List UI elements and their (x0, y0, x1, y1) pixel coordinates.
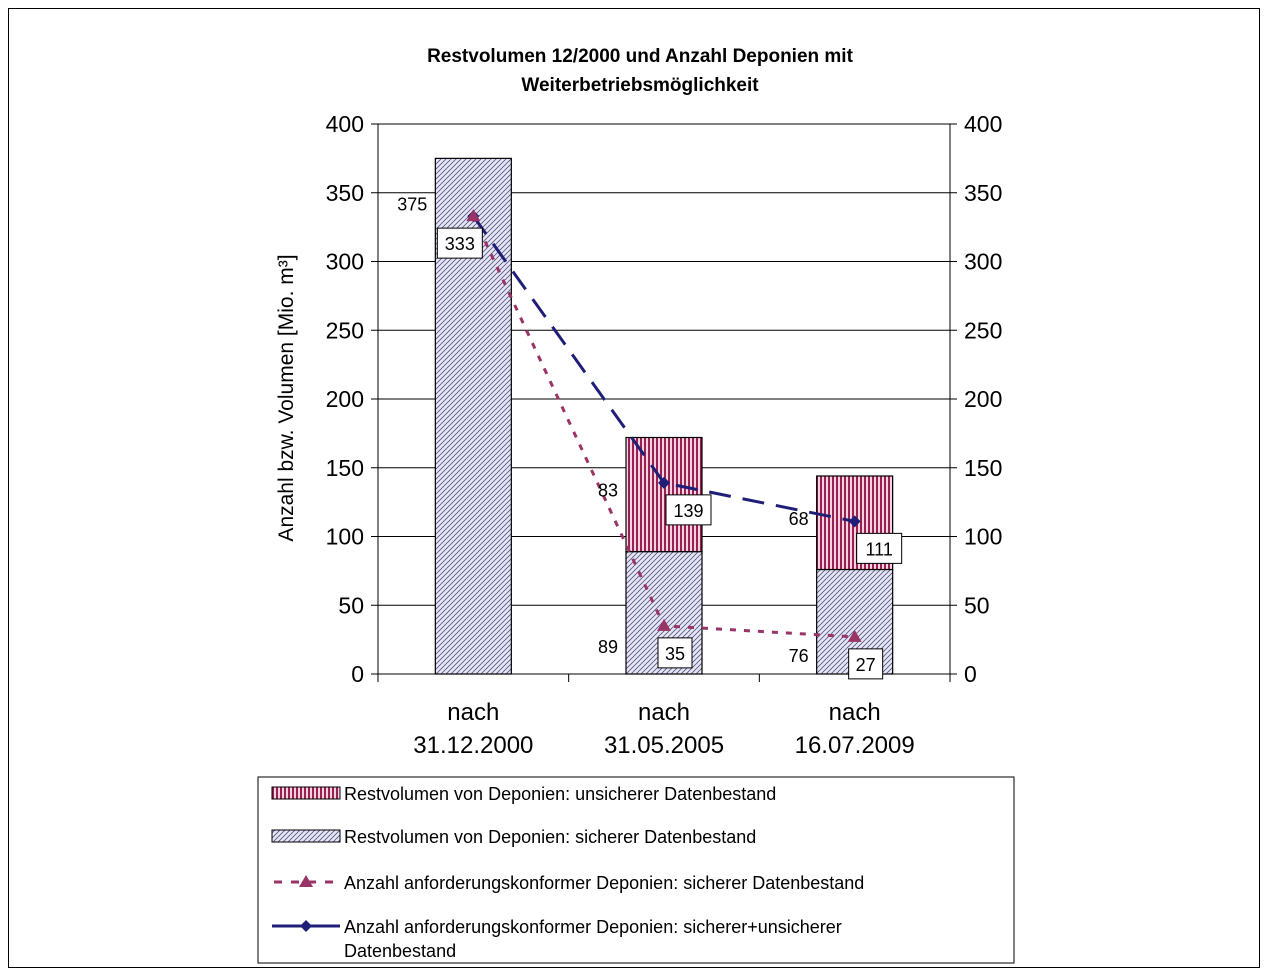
legend: Restvolumen von Deponien: unsicherer Dat… (257, 776, 1015, 964)
y-tick-label: 0 (351, 661, 364, 687)
chart-title: Restvolumen 12/2000 und Anzahl Deponien … (427, 46, 854, 96)
line-label-sicher: 27 (856, 655, 876, 675)
bar-label-sicher: 89 (598, 637, 618, 657)
y-tick-label: 400 (326, 111, 364, 137)
x-category-label: nach 31.05.2005 (604, 699, 724, 759)
chart-frame (8, 8, 1260, 968)
line-label-sicher: 35 (665, 644, 685, 664)
title-line-2: Weiterbetriebsmöglichkeit (521, 75, 759, 96)
x-category-labels: nach 31.12.2000 nach 31.05.2005 nach 16.07.20… (413, 699, 914, 759)
line-label-sicher-box (848, 648, 884, 680)
y2-tick-label: 0 (964, 661, 977, 687)
legend-label: Anzahl anforderungskonformer Deponien: s… (344, 873, 864, 893)
y2-tick-label: 100 (964, 524, 1002, 550)
line-label-total-box (665, 494, 712, 526)
marker-diamond (658, 476, 670, 489)
bars (434, 157, 894, 675)
x-category-label: nach 16.07.2009 (795, 699, 915, 759)
legend-swatch (271, 786, 341, 800)
legend-marker (299, 875, 313, 887)
y2-tick-label: 400 (964, 111, 1002, 137)
x-category-label: nach 31.12.2000 (413, 699, 533, 759)
line-label-sicher-box (657, 637, 693, 669)
line-label-total-box (436, 227, 483, 259)
legend-label: Anzahl anforderungskonformer Deponien: s… (344, 917, 842, 961)
lines (466, 209, 862, 642)
y-tick-label: 250 (326, 317, 364, 343)
legend-swatch (271, 829, 341, 843)
line-label-total-box (856, 532, 903, 564)
y2-tick-label: 150 (964, 455, 1002, 481)
line-label-total: 111 (865, 539, 892, 559)
y2-tick-label: 350 (964, 180, 1002, 206)
y2-tick-label: 250 (964, 317, 1002, 343)
line-label-total: 139 (673, 501, 703, 521)
line-label-total: 333 (445, 234, 475, 254)
legend-marker (300, 920, 312, 932)
marker-triangle (466, 209, 481, 222)
marker-triangle (847, 629, 862, 642)
data-labels: 375 89 83 76 68 333 139 111 35 27 (397, 194, 903, 680)
title-line-1: Restvolumen 12/2000 und Anzahl Deponien … (427, 46, 854, 67)
y-tick-label: 100 (326, 524, 364, 550)
bar-label-sicher: 76 (789, 646, 809, 666)
legend-label: Restvolumen von Deponien: sicherer Daten… (344, 827, 756, 847)
bar-label-unsicher: 68 (789, 509, 809, 529)
y-tick-label: 50 (338, 592, 364, 618)
marker-diamond (848, 515, 861, 528)
y-tick-label: 300 (326, 249, 364, 275)
y2-tick-label: 300 (964, 249, 1002, 275)
y-tick-label: 150 (326, 455, 364, 481)
y-tick-label: 200 (326, 386, 364, 412)
y-tick-label: 350 (326, 180, 364, 206)
legend-box (257, 776, 1015, 964)
y-axis-label: Anzahl bzw. Volumen [Mio. m³] (275, 254, 298, 541)
bar-label-sicher: 375 (397, 194, 427, 214)
legend-label: Restvolumen von Deponien: unsicherer Dat… (344, 784, 776, 804)
y2-tick-label: 200 (964, 386, 1002, 412)
y2-tick-label: 50 (964, 592, 990, 618)
y-tick-labels: 0 0 50 50 100 100 150 150 200 200 250 250 300 300 350 3… (326, 111, 1003, 687)
bar-label-unsicher: 83 (598, 481, 618, 501)
marker-triangle (657, 618, 671, 631)
